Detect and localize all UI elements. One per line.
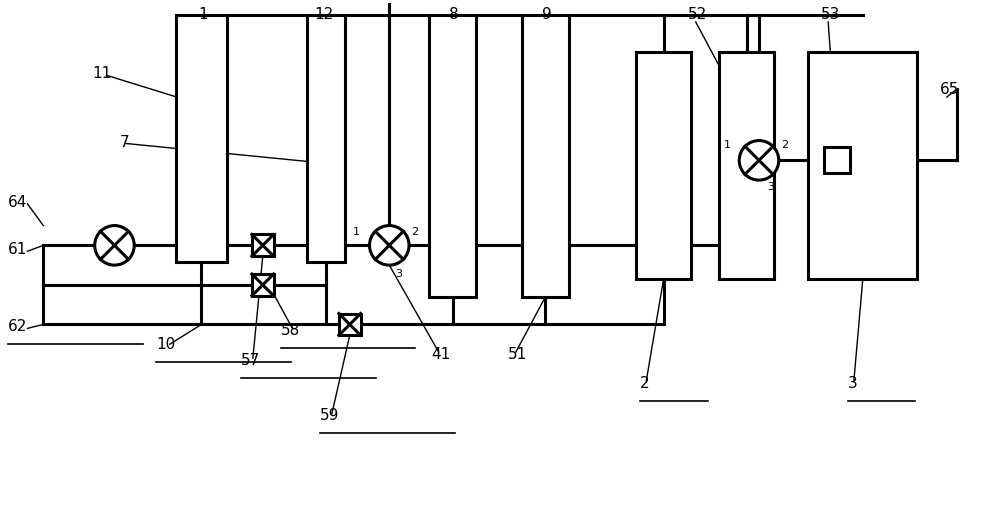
Text: 51: 51: [508, 347, 527, 362]
Text: 8: 8: [449, 7, 458, 22]
Text: 9: 9: [542, 7, 551, 22]
Bar: [252, 235, 274, 256]
Bar: [636, 52, 691, 279]
Text: 58: 58: [281, 323, 300, 338]
Circle shape: [370, 225, 409, 265]
Text: 7: 7: [119, 135, 129, 150]
Text: 57: 57: [241, 353, 260, 368]
Text: 3: 3: [848, 376, 858, 391]
Bar: [339, 313, 361, 336]
Circle shape: [739, 141, 779, 180]
Text: 1: 1: [198, 7, 208, 22]
Text: 61: 61: [8, 242, 27, 257]
Bar: [522, 15, 569, 297]
Bar: [307, 15, 345, 262]
Text: 3: 3: [767, 182, 774, 192]
Text: 12: 12: [314, 7, 333, 22]
Bar: [429, 15, 476, 297]
Text: 3: 3: [395, 269, 402, 279]
Bar: [252, 274, 274, 296]
Text: 1: 1: [353, 227, 360, 237]
Text: 1: 1: [724, 141, 731, 150]
Text: 11: 11: [93, 66, 112, 81]
Text: 2: 2: [640, 376, 650, 391]
Text: 65: 65: [940, 82, 959, 97]
Bar: [719, 52, 774, 279]
Text: 41: 41: [431, 347, 450, 362]
Text: 10: 10: [156, 337, 175, 352]
Bar: [176, 15, 227, 262]
Bar: [824, 147, 850, 173]
Text: 2: 2: [411, 227, 418, 237]
Text: 62: 62: [8, 320, 27, 334]
Text: 52: 52: [688, 7, 707, 22]
Text: 59: 59: [320, 408, 339, 423]
Text: 53: 53: [821, 7, 841, 22]
Bar: [808, 52, 917, 279]
Text: 64: 64: [8, 195, 27, 210]
Circle shape: [95, 225, 134, 265]
Text: 2: 2: [781, 141, 788, 150]
